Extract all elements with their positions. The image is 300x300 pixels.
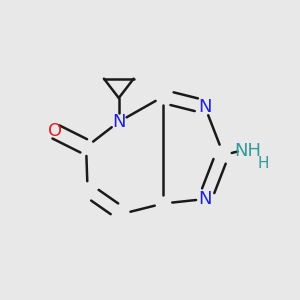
Text: O: O — [48, 122, 62, 140]
Text: NH: NH — [235, 142, 262, 160]
Text: H: H — [258, 156, 269, 171]
Text: N: N — [112, 113, 125, 131]
Text: N: N — [198, 98, 212, 116]
Text: N: N — [198, 190, 212, 208]
